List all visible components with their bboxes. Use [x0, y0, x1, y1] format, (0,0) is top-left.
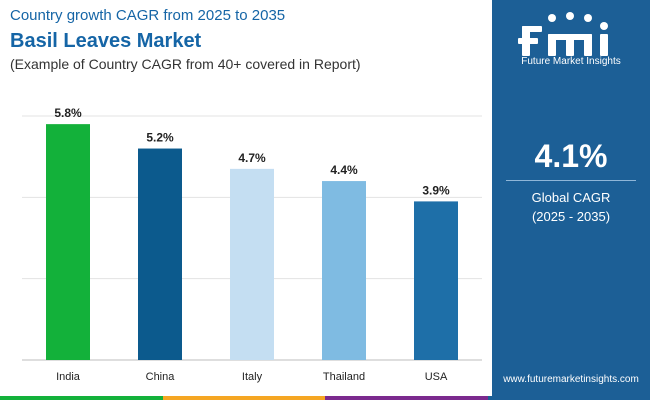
- chart-supertitle: Country growth CAGR from 2025 to 2035: [10, 7, 286, 24]
- bar-chart: 5.8% 5.2% 4.7% 4.4% 3.9% India China Italy Thai…: [0, 80, 492, 400]
- bar-usa: [414, 201, 458, 360]
- data-label-usa: 3.9%: [422, 183, 450, 197]
- strip-segment: [0, 396, 163, 400]
- strip-segment: [162, 396, 325, 400]
- logo-text: Future Market Insights: [521, 56, 621, 67]
- tick-label-italy: Italy: [242, 371, 263, 383]
- fmi-logo-icon: [518, 12, 608, 56]
- website-url: www.futuremarketinsights.com: [503, 374, 639, 385]
- tick-label-china: China: [146, 371, 176, 383]
- chart-subtitle: (Example of Country CAGR from 40+ covere…: [10, 56, 361, 72]
- global-cagr-label: Global CAGR (2025 - 2035): [492, 188, 650, 226]
- strip-segment: [487, 396, 650, 400]
- kpi-divider: [506, 180, 636, 181]
- bar-italy: [230, 168, 274, 360]
- x-tick-labels: India China Italy Thailand USA: [56, 371, 448, 383]
- data-label-india: 5.8%: [54, 106, 82, 120]
- global-cagr-value: 4.1%: [534, 138, 608, 174]
- data-label-italy: 4.7%: [238, 151, 266, 165]
- tick-label-usa: USA: [425, 371, 448, 383]
- bar-chart-svg: 5.8% 5.2% 4.7% 4.4% 3.9% India China Italy Thai…: [22, 106, 482, 383]
- info-panel: Future Market Insights 4.1% Global CAGR …: [492, 0, 650, 400]
- chart-title: Basil Leaves Market: [10, 30, 202, 52]
- bar-china: [138, 148, 182, 360]
- bottom-color-strip: [0, 396, 650, 400]
- bar-thailand: [322, 181, 366, 360]
- strip-segment: [325, 396, 488, 400]
- global-cagr-label-line1: Global CAGR: [531, 190, 611, 205]
- global-cagr-label-line2: (2025 - 2035): [531, 209, 611, 224]
- bar-india: [46, 124, 90, 360]
- header: Country growth CAGR from 2025 to 2035 Ba…: [10, 6, 480, 74]
- data-labels: 5.8% 5.2% 4.7% 4.4% 3.9%: [54, 106, 450, 197]
- bars: [46, 124, 458, 360]
- tick-label-india: India: [56, 371, 81, 383]
- data-label-china: 5.2%: [146, 131, 174, 145]
- data-label-thailand: 4.4%: [330, 163, 358, 177]
- tick-label-thailand: Thailand: [323, 371, 365, 383]
